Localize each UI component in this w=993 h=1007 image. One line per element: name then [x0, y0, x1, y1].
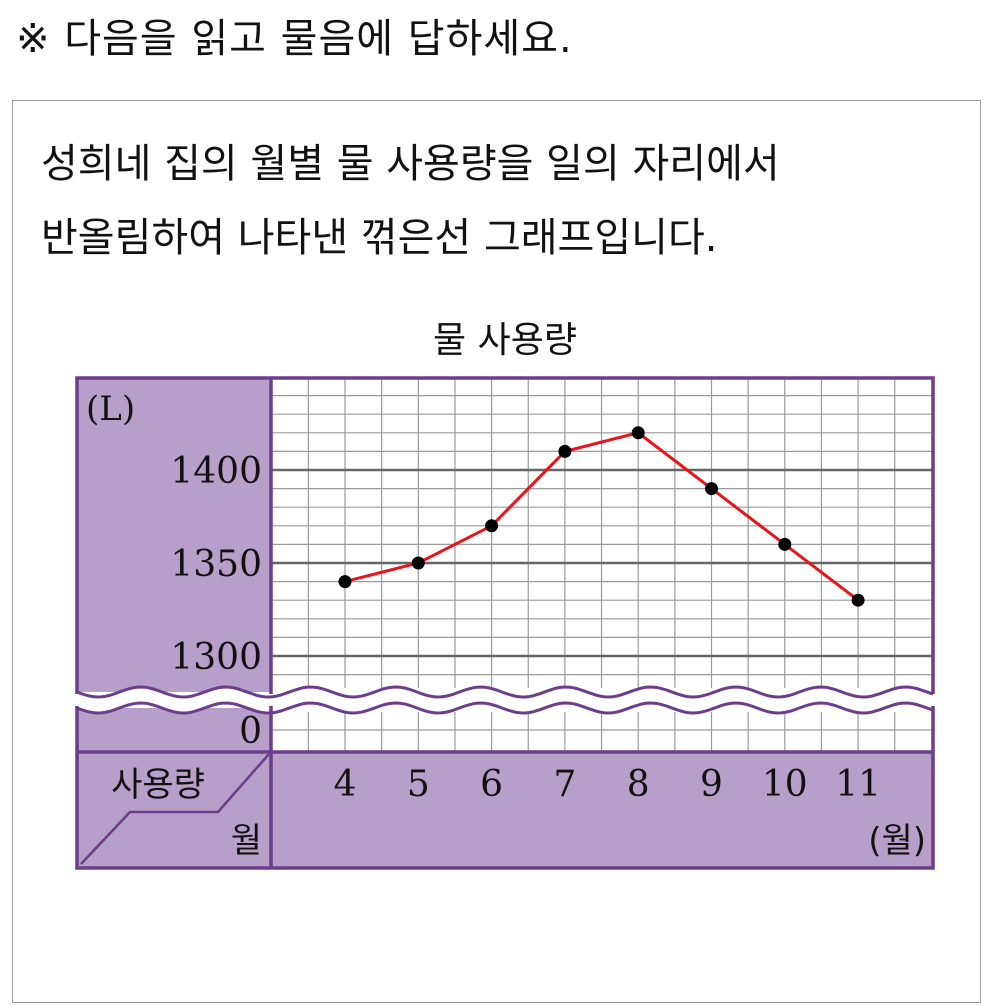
data-point	[778, 537, 792, 551]
axis-break-wave-bottom	[76, 701, 934, 715]
x-tick-label: 4	[334, 764, 357, 805]
y-axis-unit: (L)	[86, 389, 135, 429]
corner-label-month: 월	[231, 821, 262, 861]
data-point	[485, 519, 499, 533]
series-line	[344, 431, 860, 602]
chart-title: 물 사용량	[433, 320, 577, 361]
question-line-1: 성희네 집의 월별 물 사용량을 일의 자리에서	[41, 141, 780, 187]
data-point	[558, 444, 572, 458]
question-box: 성희네 집의 월별 물 사용량을 일의 자리에서 반올림하여 나타낸 꺾은선 그…	[12, 100, 981, 1003]
corner-divider	[80, 753, 270, 865]
question-text: 성희네 집의 월별 물 사용량을 일의 자리에서 반올림하여 나타낸 꺾은선 그…	[41, 127, 971, 275]
y-tick-label: 1350	[170, 544, 262, 585]
y-tick-label: 0	[239, 711, 262, 752]
data-point	[411, 556, 425, 570]
data-point	[631, 426, 645, 440]
instruction-text: ※ 다음을 읽고 물음에 답하세요.	[16, 16, 573, 62]
x-tick-label: 9	[700, 764, 723, 805]
x-tick-label: 11	[835, 764, 881, 805]
data-point	[705, 482, 718, 496]
axis-break-fill	[75, 700, 935, 713]
y-tick-label: 1400	[170, 451, 262, 492]
x-tick-label: 5	[407, 764, 430, 805]
x-axis-unit: (월)	[868, 821, 926, 861]
data-point	[851, 593, 865, 607]
x-tick-label: 6	[480, 764, 503, 805]
chart-frame-bottom	[75, 706, 935, 870]
x-tick-label: 10	[762, 764, 808, 805]
x-tick-label: 8	[627, 764, 650, 805]
question-line-2: 반올림하여 나타낸 꺾은선 그래프입니다.	[41, 215, 718, 261]
x-tick-label: 7	[553, 764, 576, 805]
data-point	[338, 575, 352, 589]
chart-frame-top	[75, 376, 935, 694]
y-tick-label: 1300	[170, 637, 262, 678]
corner-label-usage: 사용량	[111, 765, 205, 805]
axis-break-wave-top	[76, 685, 934, 699]
